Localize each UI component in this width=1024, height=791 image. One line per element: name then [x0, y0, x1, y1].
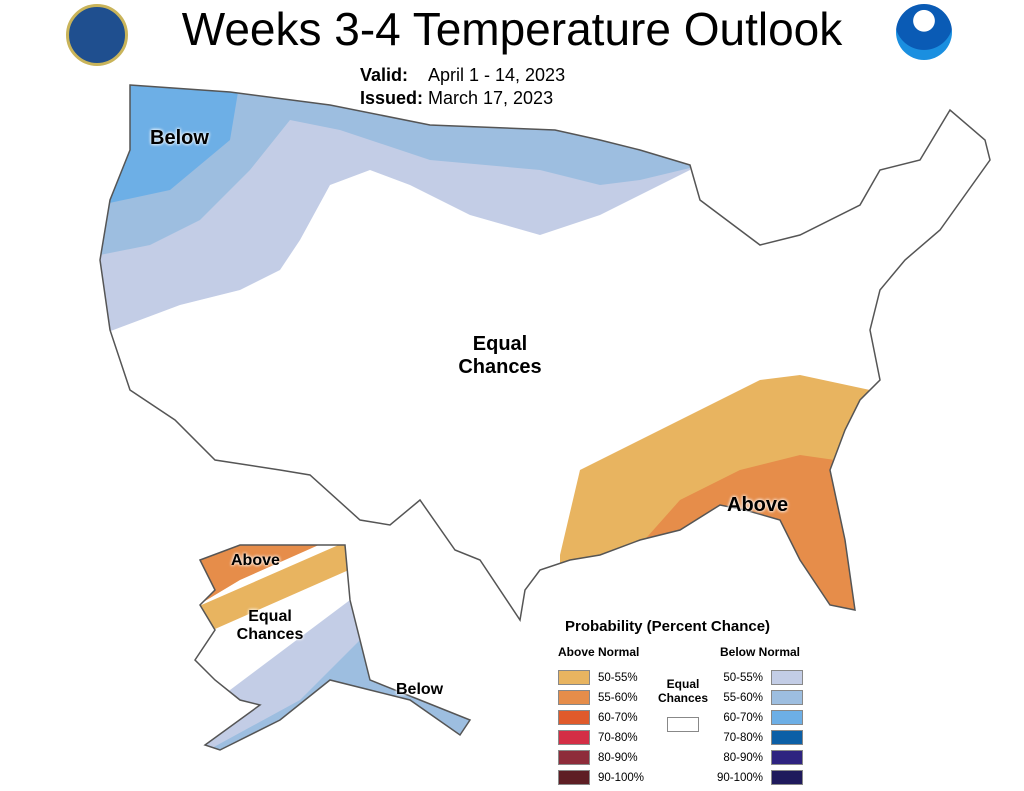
legend-above-row: 55-60%: [558, 690, 646, 705]
legend-below-row: 80-90%: [715, 750, 803, 765]
legend-above-row: 50-55%: [558, 670, 646, 685]
legend-above-row: 70-80%: [558, 730, 646, 745]
legend-range: 55-60%: [598, 691, 638, 704]
valid-dates: Valid: April 1 - 14, 2023: [360, 65, 565, 86]
legend: Probability (Percent Chance) Above Norma…: [555, 615, 815, 787]
issued-date: Issued: March 17, 2023: [360, 88, 553, 109]
issued-value: March 17, 2023: [428, 88, 554, 108]
commerce-seal-logo: [66, 4, 128, 66]
legend-range: 50-55%: [723, 671, 763, 684]
legend-range: 55-60%: [723, 691, 763, 704]
legend-equal-swatch: [667, 717, 699, 732]
legend-swatch: [558, 670, 590, 685]
label-conus-equal: Equal Chances: [458, 333, 542, 378]
label-ak-above: Above: [231, 552, 280, 569]
legend-range: 80-90%: [598, 751, 638, 764]
legend-below-row: 90-100%: [715, 770, 803, 785]
label-conus-above: Above: [727, 494, 789, 516]
legend-range: 70-80%: [723, 731, 763, 744]
legend-below-header: Below Normal: [720, 645, 801, 659]
legend-below-row: 60-70%: [715, 710, 803, 725]
legend-below-row: 70-80%: [715, 730, 803, 745]
legend-range: 90-100%: [716, 771, 763, 784]
label-ak-below: Below: [396, 681, 444, 698]
noaa-logo: [896, 4, 952, 60]
legend-range: 80-90%: [723, 751, 763, 764]
legend-equal-label: Equal Chances: [657, 677, 709, 705]
page-title: Weeks 3-4 Temperature Outlook: [181, 3, 843, 55]
legend-range: 60-70%: [598, 711, 638, 724]
below-60-70-region: [100, 85, 240, 205]
legend-above-row: 60-70%: [558, 710, 646, 725]
legend-range: 60-70%: [723, 711, 763, 724]
legend-range: 70-80%: [598, 731, 638, 744]
alaska: [195, 545, 470, 750]
legend-swatch: [771, 710, 803, 725]
legend-below-row: 50-55%: [715, 670, 803, 685]
legend-title: Probability (Percent Chance): [565, 618, 771, 635]
legend-range: 90-100%: [598, 771, 645, 784]
legend-below-row: 55-60%: [715, 690, 803, 705]
legend-swatch: [771, 730, 803, 745]
legend-swatch: [558, 730, 590, 745]
legend-swatch: [558, 750, 590, 765]
legend-above-row: 90-100%: [558, 770, 646, 785]
legend-swatch: [771, 670, 803, 685]
legend-swatch: [558, 690, 590, 705]
legend-swatch: [771, 690, 803, 705]
issued-label: Issued:: [360, 88, 424, 108]
legend-swatch: [558, 770, 590, 785]
legend-above-header: Above Normal: [558, 645, 640, 659]
legend-range: 50-55%: [598, 671, 638, 684]
label-conus-below: Below: [150, 127, 209, 149]
label-ak-equal: Equal Chances: [236, 608, 304, 643]
legend-above-row: 80-90%: [558, 750, 646, 765]
legend-swatch: [558, 710, 590, 725]
valid-label: Valid:: [360, 65, 409, 85]
legend-swatch: [771, 750, 803, 765]
legend-swatch: [771, 770, 803, 785]
valid-value: April 1 - 14, 2023: [428, 65, 566, 85]
